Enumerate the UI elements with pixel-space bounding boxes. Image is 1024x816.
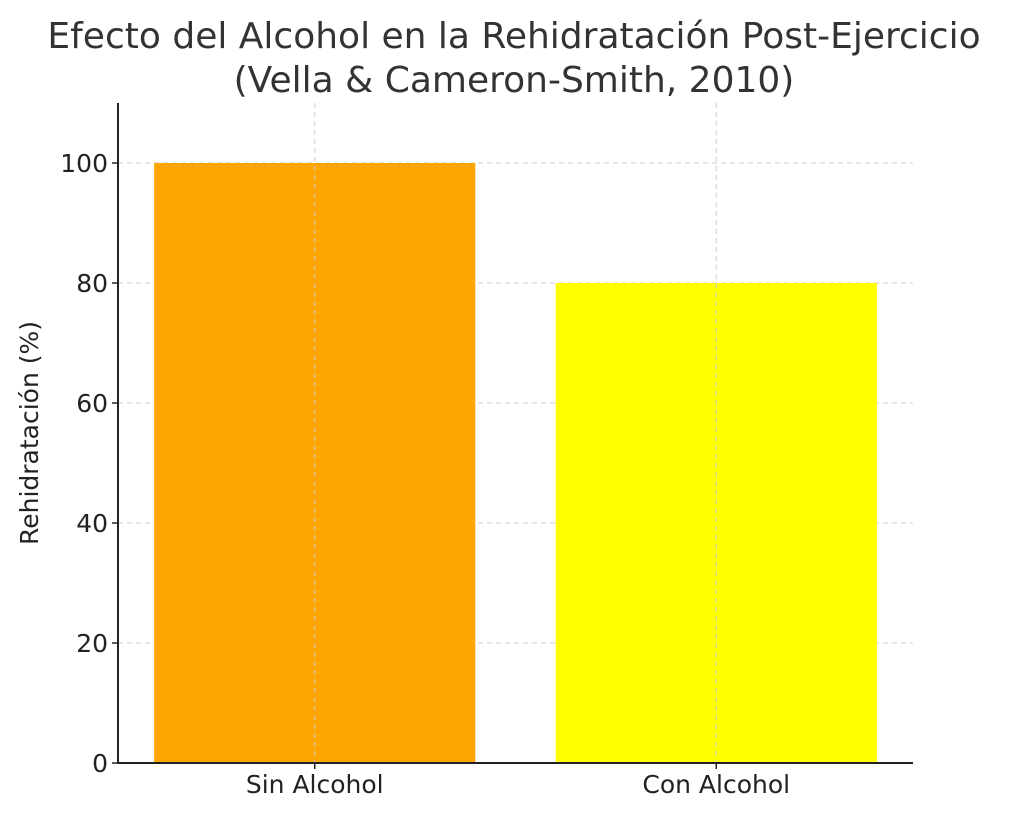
vertical-grid — [314, 103, 717, 763]
x-axis-ticks: Sin Alcohol Con Alcohol — [246, 763, 790, 799]
bars — [154, 163, 877, 763]
y-tick-label: 80 — [76, 269, 108, 298]
chart-subtitle: (Vella & Cameron-Smith, 2010) — [234, 60, 795, 101]
y-axis-label: Rehidratación (%) — [15, 321, 44, 545]
y-tick-label: 60 — [76, 389, 108, 418]
x-tick-label: Con Alcohol — [642, 770, 790, 799]
y-axis-ticks: 0 20 40 60 80 100 — [60, 149, 118, 778]
y-tick-label: 40 — [76, 509, 108, 538]
x-tick-label: Sin Alcohol — [246, 770, 384, 799]
y-tick-label: 0 — [92, 749, 108, 778]
y-tick-label: 20 — [76, 629, 108, 658]
y-tick-label: 100 — [60, 149, 108, 178]
chart-title: Efecto del Alcohol en la Rehidratación P… — [47, 16, 980, 57]
